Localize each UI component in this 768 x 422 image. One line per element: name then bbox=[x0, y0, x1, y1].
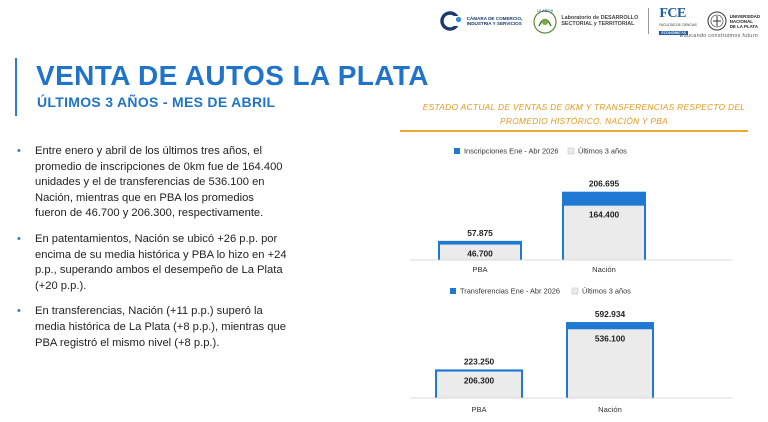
legend-label-current: Inscripciones Ene - Abr 2026 bbox=[464, 147, 559, 156]
chart-heading: ESTADO ACTUAL DE VENTAS DE 0KM Y TRANSFE… bbox=[402, 100, 766, 128]
laboratorio-logo: 10 AÑOS Laboratorio de DESARROLLO SECTOR… bbox=[532, 7, 638, 35]
transferencias-label-average-pba: 206.300 bbox=[464, 376, 495, 386]
legend-label-current: Transferencias Ene - Abr 2026 bbox=[460, 287, 560, 296]
unlp-name-line-3: DE LA PLATA bbox=[729, 23, 758, 29]
summary-list: Entre enero y abril de los últimos tres … bbox=[17, 144, 287, 361]
transferencias-label-average-nacion: 536.100 bbox=[595, 333, 626, 343]
title-accent-bar bbox=[15, 58, 17, 116]
camara-logo: CÁMARA DE COMERCIO, INDUSTRIA Y SERVICIO… bbox=[439, 11, 523, 31]
camara-logo-icon bbox=[439, 11, 461, 31]
legend-swatch-average bbox=[567, 147, 575, 155]
chart-heading-rule bbox=[400, 130, 748, 132]
inscripciones-label-average-pba: 46.700 bbox=[467, 249, 493, 259]
transferencias-legend: Transferencias Ene - Abr 2026 Últimos 3 a… bbox=[450, 287, 631, 296]
inscripciones-bar-average-nacion bbox=[564, 205, 644, 260]
inscripciones-category-nacion: Nación bbox=[592, 265, 616, 274]
laboratorio-name-line-1: Laboratorio de DESARROLLO bbox=[561, 15, 639, 21]
inscripciones-label-current-nacion: 206.695 bbox=[589, 179, 620, 189]
transferencias-svg: Transferencias Ene - Abr 2026 Últimos 3 a… bbox=[410, 287, 732, 414]
transferencias-chart: Transferencias Ene - Abr 2026 Últimos 3 a… bbox=[392, 284, 752, 422]
partner-logos: CÁMARA DE COMERCIO, INDUSTRIA Y SERVICIO… bbox=[439, 4, 760, 38]
legend-label-average: Últimos 3 años bbox=[578, 147, 627, 156]
fce-subtitle: FACULTAD DE CIENCIAS bbox=[659, 22, 697, 27]
transferencias-label-current-pba: 223.250 bbox=[464, 356, 495, 366]
unlp-logo: UNIVERSIDAD NACIONAL DE LA PLATA bbox=[707, 10, 760, 32]
inscripciones-label-average-nacion: 164.400 bbox=[589, 210, 620, 220]
legend-label-average: Últimos 3 años bbox=[582, 287, 631, 296]
laboratorio-emblem-icon: 10 AÑOS bbox=[533, 8, 557, 34]
logo-divider bbox=[648, 8, 650, 34]
transferencias-category-nacion: Nación bbox=[598, 405, 622, 414]
unlp-seal-icon bbox=[707, 11, 727, 31]
camara-name-line-2: INDUSTRIA Y SERVICIOS bbox=[466, 21, 522, 26]
inscripciones-label-current-pba: 57.875 bbox=[467, 228, 493, 238]
transferencias-label-current-nacion: 592.934 bbox=[595, 309, 626, 319]
fce-bar-label: ECONÓMICAS bbox=[659, 30, 689, 36]
laboratorio-name-line-2: SECTORIAL y TERRITORIAL bbox=[561, 21, 635, 27]
unlp-name-line-1: UNIVERSIDAD bbox=[729, 13, 760, 19]
laboratorio-badge: 10 AÑOS bbox=[537, 8, 554, 13]
chart-heading-line-1: ESTADO ACTUAL DE VENTAS DE 0KM Y TRANSFE… bbox=[422, 102, 746, 112]
chart-heading-line-2: PROMEDIO HISTÓRICO. NACIÓN Y PBA bbox=[500, 116, 668, 126]
page-subtitle: ÚLTIMOS 3 AÑOS - MES DE ABRIL bbox=[37, 94, 276, 110]
unlp-name-line-2: NACIONAL bbox=[729, 18, 753, 24]
summary-bullet-3: En transferencias, Nación (+11 p.p.) sup… bbox=[17, 304, 287, 351]
logo-tagline: Educando construimos futuro bbox=[679, 33, 758, 39]
transferencias-category-pba: PBA bbox=[471, 405, 487, 414]
inscripciones-legend: Inscripciones Ene - Abr 2026 Últimos 3 añ… bbox=[454, 147, 627, 156]
fce-mark: FCE bbox=[659, 5, 686, 21]
camara-name-line-1: CÁMARA DE COMERCIO, bbox=[466, 15, 523, 21]
inscripciones-svg: Inscripciones Ene - Abr 2026 Últimos 3 añ… bbox=[410, 147, 732, 274]
summary-bullet-2: En patentamientos, Nación se ubicó +26 p… bbox=[17, 232, 287, 294]
legend-swatch-current bbox=[454, 148, 460, 154]
legend-swatch-average bbox=[571, 287, 579, 295]
inscripciones-category-pba: PBA bbox=[472, 265, 488, 274]
legend-swatch-current bbox=[450, 288, 456, 294]
inscripciones-bar-average-pba bbox=[440, 244, 520, 260]
transferencias-bar-average-pba bbox=[437, 371, 521, 398]
fce-logo: FCE FACULTAD DE CIENCIAS ECONÓMICAS bbox=[659, 5, 697, 36]
inscripciones-chart: Inscripciones Ene - Abr 2026 Últimos 3 añ… bbox=[392, 144, 752, 280]
page-title: VENTA DE AUTOS LA PLATA bbox=[36, 60, 429, 91]
summary-bullet-1: Entre enero y abril de los últimos tres … bbox=[17, 144, 287, 222]
transferencias-bar-average-nacion bbox=[568, 329, 652, 398]
